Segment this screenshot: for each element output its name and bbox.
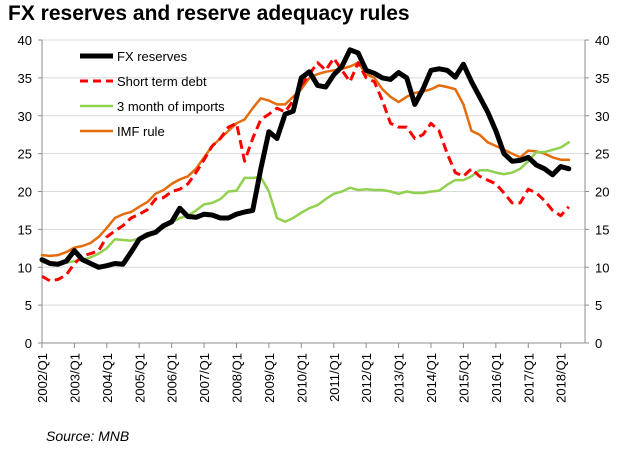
- y2-tick-label: 20: [595, 185, 609, 200]
- x-tick-label: 2011/Q1: [327, 353, 342, 402]
- y-tick-label: 5: [25, 298, 32, 313]
- x-tick-label: 2016/Q1: [489, 353, 504, 403]
- x-tick-label: 2005/Q1: [132, 353, 147, 403]
- x-tick-label: 2004/Q1: [100, 353, 115, 403]
- chart-source: Source: MNB: [46, 428, 130, 444]
- legend: FX reserves Short term debt 3 month of imp…: [80, 49, 225, 139]
- y2-tick-label: 35: [595, 71, 609, 86]
- x-tick-label: 2003/Q1: [67, 353, 82, 403]
- series-line-3-month-of-imports: [40, 141, 571, 265]
- legend-label-short-term-debt: Short term debt: [117, 74, 207, 89]
- x-tick-label: 2018/Q1: [554, 353, 569, 403]
- y2-tick-label: 10: [595, 260, 609, 275]
- x-tick-label: 2017/Q1: [521, 353, 536, 403]
- legend-label-fx-reserves: FX reserves: [117, 49, 188, 64]
- legend-label-3-month-of-imports: 3 month of imports: [117, 99, 225, 114]
- series-line-imf-rule: [40, 61, 571, 258]
- x-tick-label: 2012/Q1: [359, 353, 374, 403]
- y-tick-label: 15: [18, 222, 32, 237]
- legend-label-imf-rule: IMF rule: [117, 124, 165, 139]
- chart-title: FX reserves and reserve adequacy rules: [8, 2, 410, 25]
- y-tick-label: 0: [25, 336, 32, 351]
- x-tick-label: 2007/Q1: [197, 353, 212, 403]
- x-tick-label: 2006/Q1: [165, 353, 180, 403]
- x-tick-label: 2014/Q1: [424, 353, 439, 403]
- x-tick-label: 2013/Q1: [392, 353, 407, 403]
- y2-tick-label: 30: [595, 109, 609, 124]
- y2-tick-label: 40: [595, 33, 609, 48]
- axes: 0 5 10 15 20 25 30 35 40 0 5 10 15 20 25 30 35 40 2002/Q1 2…: [18, 33, 610, 403]
- x-tick-label: 2015/Q1: [456, 353, 471, 403]
- y-tick-label: 30: [18, 109, 32, 124]
- series-line-fx-reserves: [39, 47, 572, 270]
- y2-tick-label: 25: [595, 147, 609, 162]
- series-layer: [39, 47, 572, 283]
- y-tick-label: 20: [18, 185, 32, 200]
- x-tick-label: 2008/Q1: [230, 353, 245, 403]
- y2-tick-label: 15: [595, 222, 609, 237]
- y-tick-label: 10: [18, 260, 32, 275]
- x-tick-label: 2009/Q1: [262, 353, 277, 403]
- y-tick-label: 35: [18, 71, 32, 86]
- y-tick-label: 25: [18, 147, 32, 162]
- y2-tick-label: 5: [595, 298, 602, 313]
- x-tick-label: 2010/Q1: [294, 353, 309, 403]
- series-line-short-term-debt: [41, 56, 570, 283]
- x-tick-label: 2002/Q1: [35, 353, 50, 403]
- y-tick-label: 40: [18, 33, 32, 48]
- y2-tick-label: 0: [595, 336, 602, 351]
